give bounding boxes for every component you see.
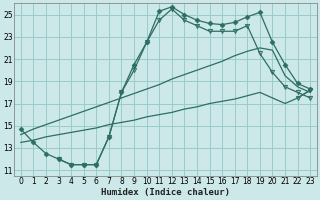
X-axis label: Humidex (Indice chaleur): Humidex (Indice chaleur): [101, 188, 230, 197]
